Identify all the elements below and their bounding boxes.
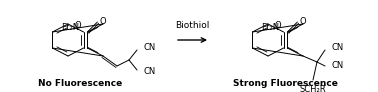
- Text: Strong Fluorescence: Strong Fluorescence: [232, 79, 338, 89]
- Text: CN: CN: [332, 44, 344, 53]
- Text: O: O: [299, 16, 306, 25]
- Text: CN: CN: [332, 61, 344, 70]
- Text: Et₂N: Et₂N: [62, 23, 80, 32]
- Text: CN: CN: [144, 67, 156, 76]
- Text: Biothiol: Biothiol: [175, 21, 210, 30]
- Text: SCH₂R: SCH₂R: [300, 85, 326, 92]
- Text: O: O: [274, 22, 281, 31]
- Text: CN: CN: [144, 44, 156, 53]
- Text: Et₂N: Et₂N: [262, 23, 280, 32]
- Text: O: O: [74, 22, 81, 31]
- Text: O: O: [99, 16, 106, 25]
- Text: No Fluorescence: No Fluorescence: [38, 79, 122, 89]
